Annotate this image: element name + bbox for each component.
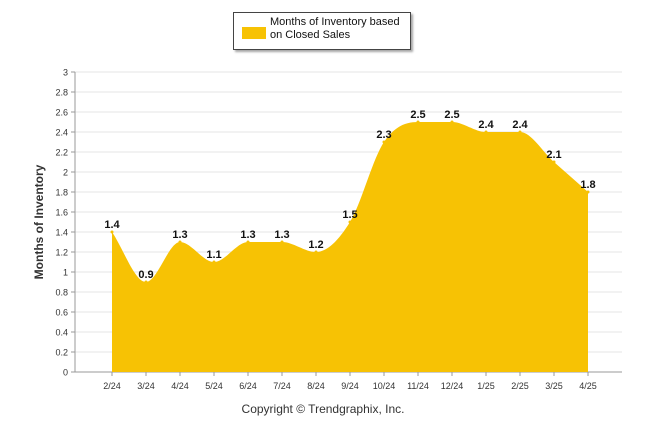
y-tick-label: 0.8 <box>55 288 68 298</box>
x-tick-label: 6/24 <box>239 381 257 391</box>
data-label: 1.2 <box>308 239 323 251</box>
data-point <box>178 240 182 244</box>
data-label: 1.3 <box>240 229 255 241</box>
y-tick-label: 2 <box>63 168 68 178</box>
x-tick-label: 8/24 <box>307 381 325 391</box>
y-tick-label: 0.4 <box>55 328 68 338</box>
data-label: 1.1 <box>206 249 221 261</box>
data-label: 2.5 <box>444 109 459 121</box>
data-label: 1.3 <box>274 229 289 241</box>
x-tick-label: 1/25 <box>477 381 495 391</box>
data-point <box>348 220 352 224</box>
y-tick-label: 2.6 <box>55 108 68 118</box>
y-tick-labels: 0 0.2 0.4 0.6 0.8 1 1.2 1.4 1.6 1.8 2 2.2 2.4 2.6 2.8 3 <box>55 68 68 378</box>
x-tick-label: 9/24 <box>341 381 359 391</box>
x-tick-label: 5/24 <box>205 381 223 391</box>
y-tick-label: 0 <box>63 368 68 378</box>
data-label: 0.9 <box>138 269 153 281</box>
data-point <box>586 190 590 194</box>
data-point <box>212 260 216 264</box>
data-point <box>144 280 148 284</box>
area-series <box>110 120 590 372</box>
x-tick-label: 7/24 <box>273 381 291 391</box>
y-tick-label: 1.2 <box>55 248 68 258</box>
data-label: 2.3 <box>376 129 391 141</box>
y-tick-label: 1.6 <box>55 208 68 218</box>
data-label: 1.3 <box>172 229 187 241</box>
copyright-text: Copyright © Trendgraphix, Inc. <box>241 402 405 416</box>
legend: Months of Inventory based on Closed Sale… <box>233 12 411 50</box>
x-tick-label: 3/25 <box>545 381 563 391</box>
data-point <box>450 120 454 124</box>
data-point <box>552 160 556 164</box>
y-tick-label: 2.2 <box>55 148 68 158</box>
x-tick-label: 4/25 <box>579 381 597 391</box>
y-axis-label: Months of Inventory <box>32 164 46 280</box>
data-point <box>416 120 420 124</box>
data-label: 2.1 <box>546 149 561 161</box>
x-tick-label: 2/25 <box>511 381 529 391</box>
data-point <box>518 130 522 134</box>
data-label: 2.4 <box>512 119 528 131</box>
data-labels: 1.4 0.9 1.3 1.1 1.3 1.3 1.2 1.5 2.3 2.5 2.5 2.4 2.4 2… <box>104 109 595 281</box>
data-label: 1.8 <box>580 179 595 191</box>
x-tick-label: 4/24 <box>171 381 189 391</box>
data-label: 2.4 <box>478 119 494 131</box>
x-tick-label: 10/24 <box>373 381 396 391</box>
data-point <box>314 250 318 254</box>
y-tick-label: 2.8 <box>55 88 68 98</box>
x-tick-label: 2/24 <box>103 381 121 391</box>
y-tick-label: 1.8 <box>55 188 68 198</box>
data-point <box>246 240 250 244</box>
data-point <box>382 140 386 144</box>
y-tick-label: 0.2 <box>55 348 68 358</box>
x-tick-labels: 2/24 3/24 4/24 5/24 6/24 7/24 8/24 9/24 10/24 11/… <box>103 381 597 391</box>
y-tick-label: 2.4 <box>55 128 68 138</box>
x-tick-label: 3/24 <box>137 381 155 391</box>
data-label: 2.5 <box>410 109 425 121</box>
data-point <box>484 130 488 134</box>
y-tick-label: 1 <box>63 268 68 278</box>
x-tick-label: 11/24 <box>407 381 429 391</box>
y-tick-label: 3 <box>63 68 68 78</box>
legend-swatch <box>242 27 266 39</box>
x-tick-label: 12/24 <box>441 381 464 391</box>
y-tick-label: 1.4 <box>55 228 68 238</box>
y-tick-label: 0.6 <box>55 308 68 318</box>
legend-label: Months of Inventory based on Closed Sale… <box>270 16 400 41</box>
data-label: 1.4 <box>104 219 120 231</box>
data-label: 1.5 <box>342 209 357 221</box>
area-fill <box>112 122 588 372</box>
data-point <box>110 230 114 234</box>
data-point <box>280 240 284 244</box>
